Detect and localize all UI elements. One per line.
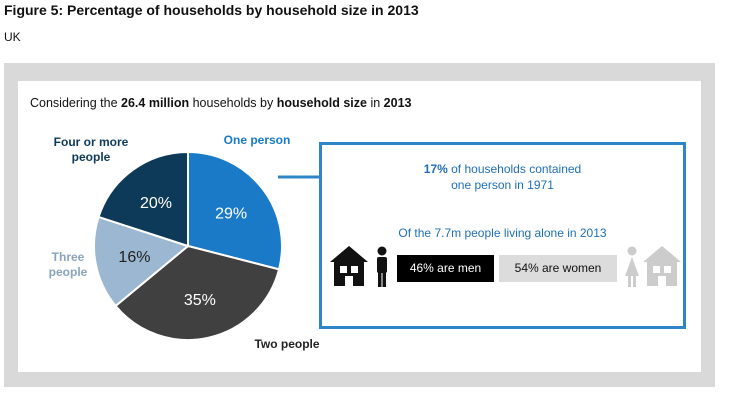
pie-value-label: 29%	[215, 206, 247, 223]
pie-slice-one-person	[187, 150, 283, 271]
man-icon	[377, 246, 387, 287]
intro-total: 26.4 million	[121, 96, 190, 110]
info-stat-line2: one person in 1971	[451, 178, 554, 192]
label-three-line2: people	[48, 265, 88, 279]
label-three-line1: Three	[51, 250, 85, 264]
figure-subtitle: UK	[4, 30, 21, 44]
intro-year: 2013	[383, 96, 412, 110]
women-share-bar: 54% are women	[499, 255, 617, 282]
pie-value-label: 35%	[184, 292, 216, 309]
info-stat-bold: 17%	[423, 162, 448, 176]
pie-slices	[93, 150, 283, 341]
pie-slice-two-people	[114, 244, 281, 341]
intro-mid2: in	[366, 96, 384, 110]
intro-pre: Considering the	[30, 96, 122, 110]
house-icon-men	[330, 246, 368, 286]
label-four-line2: people	[71, 150, 111, 164]
house-icon-women	[643, 246, 681, 286]
intro-household-size: household size	[276, 96, 367, 110]
pie-value-label: 20%	[140, 195, 172, 212]
info-stat-rest: of households contained	[447, 162, 582, 176]
woman-icon	[625, 246, 639, 287]
intro-sentence: Considering the 26.4 million households …	[30, 96, 411, 110]
info-box	[319, 142, 686, 329]
label-four-or-more: Four or more people	[36, 135, 146, 165]
label-four-line1: Four or more	[53, 135, 129, 149]
men-share-bar: 46% are men	[397, 255, 494, 282]
pie-value-labels: 29% 35% 16% 20%	[118, 195, 247, 309]
figure-title: Figure 5: Percentage of households by ho…	[4, 2, 419, 18]
label-three-people: Three people	[36, 250, 100, 280]
label-two-people: Two people	[254, 337, 320, 351]
pie-slice-four-or-more-people	[97, 150, 189, 248]
pie-value-label: 16%	[118, 249, 150, 266]
info-stat-1971: 17% of households contained	[322, 162, 683, 176]
info-living-alone: Of the 7.7m people living alone in 2013	[398, 226, 607, 240]
intro-mid1: households by	[189, 96, 277, 110]
label-one-person: One person	[223, 133, 291, 147]
